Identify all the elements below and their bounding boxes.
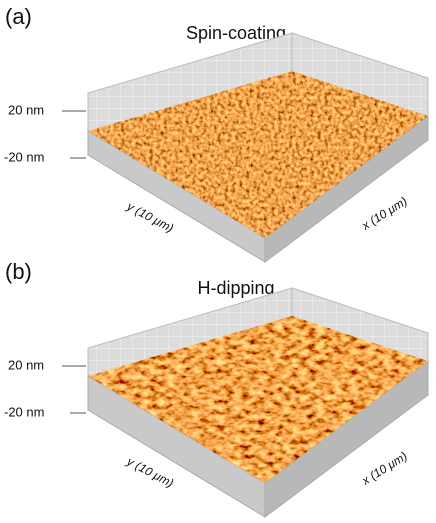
figure: (a)Spin-coating20 nm-20 nmy (10 μm)x (10… — [0, 0, 436, 523]
z-bottom-label: -20 nm — [4, 149, 44, 164]
z-top-label: 20 nm — [8, 357, 44, 372]
panel-title: H-dipping — [197, 278, 274, 298]
y-axis-label: y (10 μm) — [124, 199, 176, 236]
panel-label: (a) — [5, 4, 32, 29]
panel-label: (b) — [5, 259, 32, 284]
x-axis-label: x (10 μm) — [359, 194, 410, 233]
z-bottom-label: -20 nm — [4, 404, 44, 419]
y-axis-label: y (10 μm) — [124, 454, 176, 491]
x-axis-label: x (10 μm) — [359, 449, 410, 488]
z-top-label: 20 nm — [8, 102, 44, 117]
